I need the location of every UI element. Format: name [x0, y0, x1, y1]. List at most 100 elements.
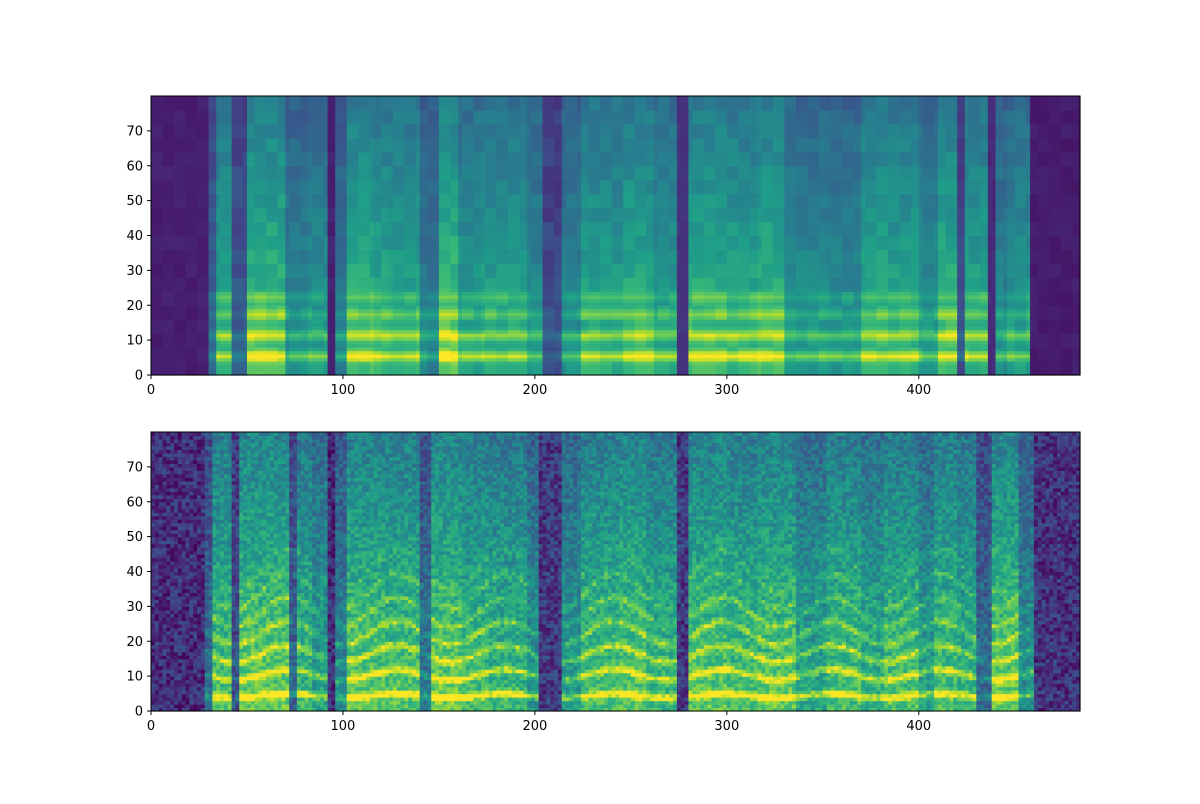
heatmap-cell — [185, 211, 190, 216]
heatmap-cell — [193, 305, 198, 310]
heatmap-cell — [300, 245, 306, 251]
heatmap-cell — [300, 249, 306, 254]
heatmap-cell — [312, 266, 317, 271]
heatmap-cell — [220, 322, 225, 327]
heatmap-cell — [354, 148, 359, 153]
heatmap-cell — [308, 197, 313, 202]
heatmap-cell — [243, 113, 248, 118]
heatmap-cell — [216, 364, 221, 369]
heatmap-cell — [166, 329, 171, 334]
heatmap-cell — [258, 162, 263, 167]
heatmap-cell — [239, 96, 244, 101]
heatmap-cell — [193, 186, 198, 191]
heatmap-cell — [365, 291, 371, 296]
heatmap-cell — [246, 151, 252, 156]
heatmap-cell — [204, 259, 210, 264]
heatmap-cell — [323, 371, 329, 376]
heatmap-cell — [170, 162, 175, 167]
heatmap-cell — [151, 242, 156, 247]
heatmap-cell — [193, 329, 198, 334]
heatmap-cell — [289, 242, 294, 247]
heatmap-cell — [262, 347, 267, 352]
heatmap-cell — [220, 207, 225, 212]
heatmap-cell — [262, 130, 267, 135]
heatmap-cell — [239, 221, 244, 226]
heatmap-cell — [331, 357, 336, 362]
heatmap-cell — [308, 298, 313, 303]
heatmap-cell — [258, 284, 263, 289]
heatmap-cell — [258, 354, 263, 359]
heatmap-cell — [223, 371, 229, 376]
heatmap-cell — [285, 322, 290, 327]
heatmap-cell — [262, 228, 267, 233]
heatmap-cell — [389, 357, 394, 362]
heatmap-cell — [369, 291, 375, 296]
heatmap-cell — [270, 294, 275, 299]
heatmap-cell — [308, 221, 313, 226]
heatmap-cell — [193, 319, 198, 324]
heatmap-cell — [181, 190, 187, 195]
heatmap-cell — [223, 312, 229, 317]
heatmap-cell — [166, 252, 171, 258]
heatmap-cell — [158, 221, 164, 226]
heatmap-cell — [277, 329, 283, 334]
heatmap-cell — [339, 312, 344, 317]
heatmap-cell — [204, 144, 210, 149]
heatmap-cell — [189, 238, 194, 244]
heatmap-cell — [166, 263, 171, 268]
heatmap-cell — [154, 109, 160, 115]
heatmap-cell — [208, 144, 214, 149]
heatmap-cell — [243, 256, 248, 261]
heatmap-cell — [204, 287, 210, 292]
heatmap-cell — [162, 263, 167, 268]
heatmap-cell — [289, 218, 294, 223]
heatmap-cell — [289, 106, 294, 111]
heatmap-cell — [185, 183, 190, 188]
heatmap-cell — [170, 214, 175, 219]
heatmap-cell — [158, 155, 164, 160]
heatmap-cell — [239, 361, 244, 366]
heatmap-cell — [158, 343, 164, 348]
heatmap-cell — [177, 190, 183, 195]
heatmap-cell — [185, 284, 190, 289]
heatmap-cell — [377, 106, 382, 111]
heatmap-cell — [289, 127, 294, 132]
heatmap-cell — [373, 277, 379, 282]
heatmap-cell — [373, 256, 379, 261]
heatmap-cell — [339, 123, 344, 128]
heatmap-cell — [358, 256, 363, 261]
heatmap-cell — [373, 183, 379, 188]
heatmap-cell — [189, 218, 194, 223]
heatmap-cell — [381, 183, 386, 188]
heatmap-cell — [246, 99, 252, 104]
heatmap-cell — [323, 96, 329, 101]
heatmap-cell — [270, 106, 275, 111]
heatmap-cell — [208, 228, 214, 233]
heatmap-cell — [200, 151, 206, 156]
heatmap-cell — [385, 273, 390, 278]
heatmap-cell — [358, 186, 363, 191]
heatmap-cell — [350, 266, 356, 271]
heatmap-cell — [231, 238, 237, 244]
heatmap-cell — [246, 308, 252, 313]
heatmap-cell — [250, 277, 256, 282]
heatmap-cell — [350, 204, 356, 209]
heatmap-cell — [377, 312, 382, 317]
heatmap-cell — [277, 336, 283, 341]
heatmap-cell — [319, 176, 325, 181]
heatmap-cell — [204, 256, 210, 261]
heatmap-cell — [154, 214, 160, 219]
heatmap-cell — [331, 137, 336, 142]
heatmap-cell — [246, 123, 252, 128]
heatmap-cell — [385, 106, 390, 111]
heatmap-cell — [304, 273, 309, 278]
heatmap-cell — [385, 245, 390, 251]
heatmap-cell — [216, 162, 221, 167]
heatmap-cell — [323, 333, 329, 338]
heatmap-cell — [270, 371, 275, 376]
heatmap-cell — [346, 228, 352, 233]
heatmap-cell — [300, 109, 306, 115]
heatmap-cell — [346, 179, 352, 184]
heatmap-cell — [285, 123, 290, 128]
heatmap-cell — [220, 162, 225, 167]
